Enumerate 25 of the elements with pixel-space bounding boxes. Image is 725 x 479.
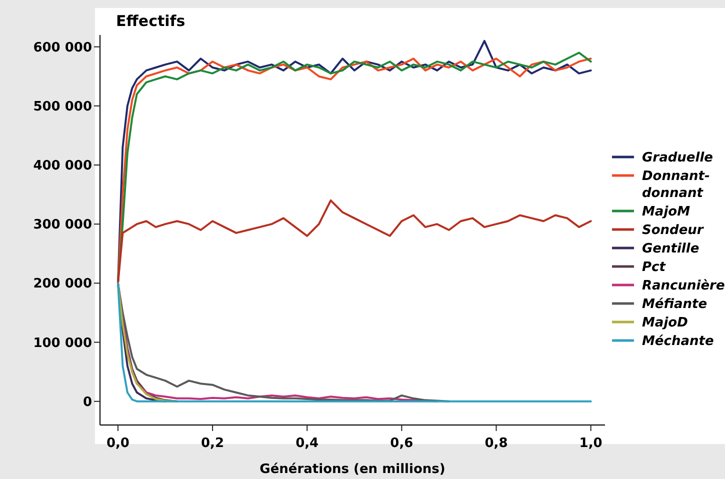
y-tick-label: 200 000 [33, 276, 92, 292]
x-tick-label: 0,4 [296, 436, 319, 451]
legend-label: MajoD [642, 316, 688, 331]
y-tick-label: 300 000 [33, 218, 92, 233]
x-tick-label: 0,0 [106, 436, 130, 451]
x-tick-label: 0,2 [201, 436, 224, 451]
x-tick-label: 0,8 [484, 436, 508, 451]
legend-label: Méfiante [642, 297, 708, 312]
y-tick-label: 0 [82, 394, 92, 410]
x-tick-label: 1,0 [579, 436, 602, 451]
y-tick-label: 600 000 [33, 40, 92, 56]
legend-label: Rancunière [642, 278, 725, 294]
x-tick-label: 0,6 [390, 436, 414, 451]
y-tick-label: 400 000 [33, 158, 92, 174]
y-tick-label: 100 000 [33, 336, 92, 351]
legend-label: Donnant-donnant [642, 169, 710, 202]
y-tick-label: 500 000 [33, 99, 92, 114]
legend-label: Méchante [642, 334, 714, 350]
legend-label: Gentille [642, 242, 700, 257]
legend-label: MajoM [642, 204, 690, 220]
legend-label: Sondeur [642, 223, 705, 238]
legend-label: Pct [642, 260, 666, 276]
x-axis-title: Générations (en millions) [260, 462, 446, 477]
y-axis-title: Effectifs [116, 12, 186, 30]
legend-label: Graduelle [642, 150, 714, 166]
